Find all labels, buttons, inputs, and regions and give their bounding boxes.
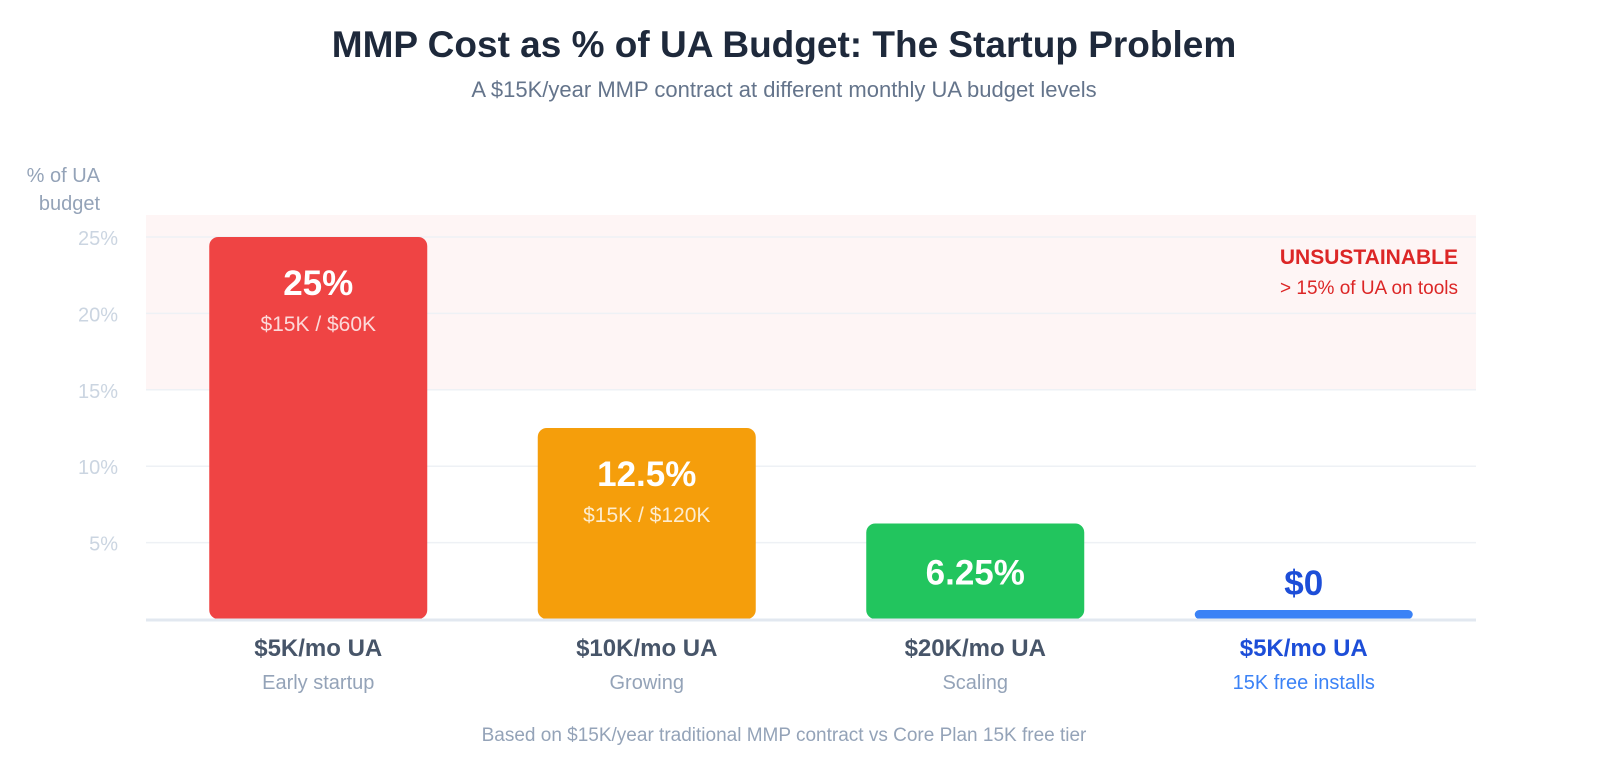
bar (866, 523, 1085, 619)
y-tick-label: 10% (78, 457, 118, 479)
bar-value-label: 25% (283, 264, 353, 303)
x-category-label: $5K/mo UA (1240, 635, 1368, 662)
x-category-sublabel: 15K free installs (1233, 672, 1375, 694)
y-axis-label: % of UA budget (0, 162, 100, 218)
bar-value-label: 12.5% (597, 455, 696, 494)
x-category-sublabel: Early startup (262, 672, 374, 694)
bar (537, 428, 756, 619)
x-category-label: $10K/mo UA (576, 635, 717, 662)
chart-title: MMP Cost as % of UA Budget: The Startup … (331, 24, 1237, 65)
x-category-sublabel: Growing (610, 672, 684, 694)
bar-value-label: 6.25% (926, 553, 1025, 592)
x-category-sublabel: Scaling (942, 672, 1008, 694)
y-tick-label: 5% (89, 534, 118, 556)
x-category-label: $20K/mo UA (905, 635, 1046, 662)
bar-sublabel: $15K / $120K (583, 504, 710, 527)
threshold-zone-label: UNSUSTAINABLE (1280, 246, 1458, 269)
bar-sublabel: $15K / $60K (260, 313, 376, 336)
chart-footnote: Based on $15K/year traditional MMP contr… (481, 725, 1087, 746)
y-tick-label: 15% (78, 381, 118, 403)
y-axis-label-line-2: budget (38, 193, 100, 215)
y-tick-label: 20% (78, 304, 118, 326)
chart-subtitle: A $15K/year MMP contract at different mo… (471, 77, 1097, 102)
threshold-zone-sublabel: > 15% of UA on tools (1280, 278, 1458, 299)
y-tick-label: 25% (78, 228, 118, 250)
y-axis-label-line-1: % of UA (26, 165, 100, 187)
bar (209, 237, 428, 619)
x-category-label: $5K/mo UA (254, 635, 382, 662)
bar (1194, 610, 1413, 619)
bar-value-label: $0 (1284, 564, 1323, 603)
